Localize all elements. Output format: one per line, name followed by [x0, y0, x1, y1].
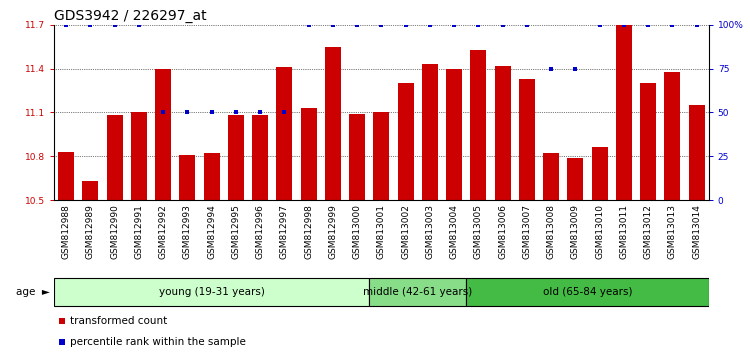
FancyBboxPatch shape [54, 278, 369, 306]
Text: GSM812995: GSM812995 [231, 204, 240, 259]
Bar [422, 64, 438, 200]
Point [158, 110, 170, 115]
Text: GSM813008: GSM813008 [547, 204, 556, 259]
Text: transformed count: transformed count [70, 316, 167, 326]
Point [254, 110, 266, 115]
Text: GSM813011: GSM813011 [620, 204, 628, 259]
Bar [82, 181, 98, 200]
Text: GSM812991: GSM812991 [134, 204, 143, 259]
Bar [640, 83, 656, 200]
Bar [252, 115, 268, 200]
Point [569, 66, 581, 72]
Text: old (65-84 years): old (65-84 years) [543, 287, 632, 297]
Text: GSM813006: GSM813006 [498, 204, 507, 259]
Bar [470, 50, 486, 200]
Point [182, 110, 194, 115]
Text: GSM813013: GSM813013 [668, 204, 676, 259]
Text: GSM813004: GSM813004 [450, 204, 458, 259]
Point [302, 22, 315, 28]
Bar [155, 69, 171, 200]
Bar [495, 65, 511, 200]
Point [520, 22, 532, 28]
Point [60, 22, 72, 28]
Point [206, 110, 218, 115]
Bar [131, 112, 147, 200]
Point [642, 22, 654, 28]
Point [133, 22, 145, 28]
Text: GSM813000: GSM813000 [352, 204, 362, 259]
Text: GSM813002: GSM813002 [401, 204, 410, 259]
Point [400, 22, 412, 28]
Point [351, 22, 363, 28]
Point [424, 22, 436, 28]
Bar [301, 108, 316, 200]
Text: GSM812993: GSM812993 [183, 204, 192, 259]
Bar [58, 152, 74, 200]
Text: GSM813010: GSM813010 [596, 204, 604, 259]
Point [56, 340, 68, 346]
Point [230, 110, 242, 115]
Bar [204, 153, 220, 200]
Text: GSM813005: GSM813005 [474, 204, 483, 259]
Bar [398, 83, 413, 200]
Text: GSM812992: GSM812992 [159, 204, 168, 259]
Point [691, 22, 703, 28]
Text: age  ►: age ► [16, 287, 50, 297]
Text: GSM812990: GSM812990 [110, 204, 119, 259]
Text: GSM812988: GSM812988 [62, 204, 70, 259]
Text: middle (42-61 years): middle (42-61 years) [363, 287, 472, 297]
Text: GSM813001: GSM813001 [376, 204, 386, 259]
Point [278, 110, 290, 115]
Bar [350, 114, 365, 200]
Bar [519, 79, 535, 200]
Point [327, 22, 339, 28]
Point [545, 66, 557, 72]
Text: GSM813012: GSM813012 [644, 204, 652, 259]
Text: GSM812989: GSM812989 [86, 204, 94, 259]
Bar [664, 72, 680, 200]
Point [496, 22, 508, 28]
Bar [688, 105, 704, 200]
Bar [374, 112, 389, 200]
Point [109, 22, 121, 28]
Bar [592, 147, 608, 200]
Text: GSM812997: GSM812997 [280, 204, 289, 259]
Text: GDS3942 / 226297_at: GDS3942 / 226297_at [54, 9, 206, 23]
Bar [228, 115, 244, 200]
Point [375, 22, 387, 28]
Point [618, 22, 630, 28]
Point [594, 22, 606, 28]
Text: percentile rank within the sample: percentile rank within the sample [70, 337, 246, 348]
Bar [568, 158, 584, 200]
Point [84, 22, 96, 28]
Bar [543, 153, 559, 200]
Point [448, 22, 460, 28]
Bar [616, 25, 632, 200]
Bar [325, 47, 340, 200]
Text: GSM813014: GSM813014 [692, 204, 701, 259]
Point [472, 22, 484, 28]
Point [56, 318, 68, 324]
Text: GSM812996: GSM812996 [256, 204, 265, 259]
Text: GSM812999: GSM812999 [328, 204, 338, 259]
Bar [277, 67, 292, 200]
Text: GSM813007: GSM813007 [522, 204, 531, 259]
Text: GSM813003: GSM813003 [425, 204, 434, 259]
Bar [179, 155, 195, 200]
Text: young (19-31 years): young (19-31 years) [159, 287, 265, 297]
Text: GSM813009: GSM813009 [571, 204, 580, 259]
FancyBboxPatch shape [369, 278, 466, 306]
Bar [106, 115, 122, 200]
Point [666, 22, 678, 28]
Text: GSM812994: GSM812994 [207, 204, 216, 259]
Bar [446, 69, 462, 200]
FancyBboxPatch shape [466, 278, 709, 306]
Text: GSM812998: GSM812998 [304, 204, 313, 259]
